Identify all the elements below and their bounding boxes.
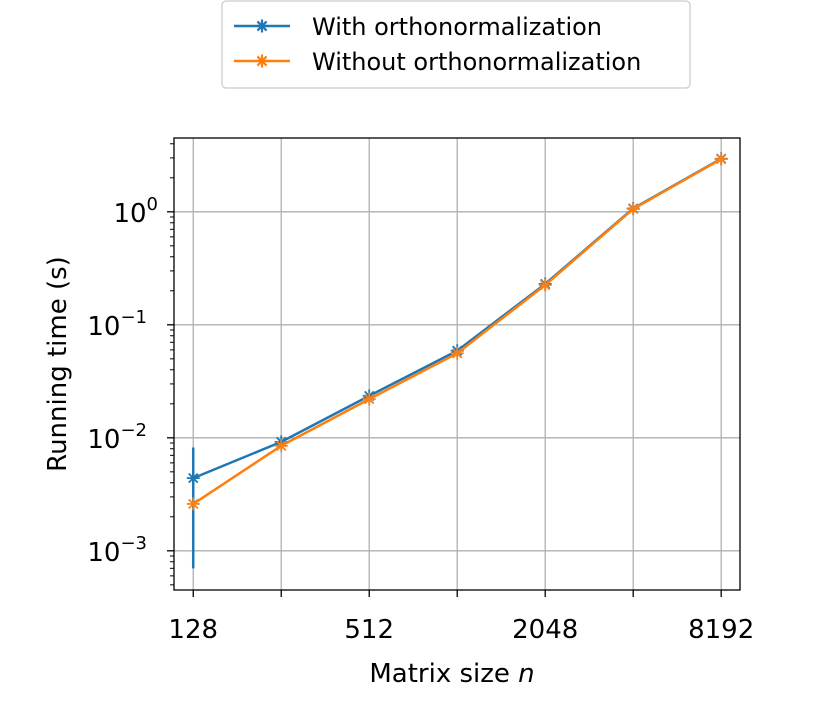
legend-label: With orthonormalization — [312, 13, 602, 41]
data-point — [538, 278, 552, 292]
x-tick-label: 2048 — [512, 615, 578, 645]
y-tick-label: 10−2 — [87, 420, 147, 455]
legend-box — [221, 0, 691, 89]
legend-entry: With orthonormalization — [234, 13, 602, 41]
legend-marker — [255, 19, 269, 33]
y-tick-label: 10−1 — [87, 307, 147, 342]
axis-ticks: 128 512 2048 8192 10−3 10−2 10−1 100 — [87, 143, 754, 645]
legend-entry: Without orthonormalization — [234, 48, 641, 76]
legend-marker — [255, 54, 269, 68]
x-axis-label-var: n — [518, 659, 534, 689]
data-point — [186, 497, 200, 511]
grid — [174, 138, 740, 590]
series-layer — [186, 152, 728, 569]
data-point — [626, 202, 640, 216]
y-axis-label: Running time (s) — [43, 256, 73, 472]
y-tick-label: 100 — [113, 194, 158, 229]
legend: With orthonormalization Without orthonorm… — [221, 0, 691, 89]
x-tick-label: 8192 — [688, 615, 754, 645]
data-point — [450, 346, 464, 360]
legend-label: Without orthonormalization — [312, 48, 641, 76]
data-point — [362, 392, 376, 406]
data-point — [274, 439, 288, 453]
series-without-orthonormalization — [186, 152, 728, 511]
y-tick-label: 10−3 — [87, 533, 147, 568]
x-axis-label-text: Matrix size — [369, 659, 510, 689]
x-tick-label: 128 — [168, 615, 218, 645]
x-tick-label: 512 — [344, 615, 394, 645]
data-point — [714, 152, 728, 166]
x-axis-label: Matrix size n — [369, 659, 534, 689]
data-point — [186, 471, 200, 485]
